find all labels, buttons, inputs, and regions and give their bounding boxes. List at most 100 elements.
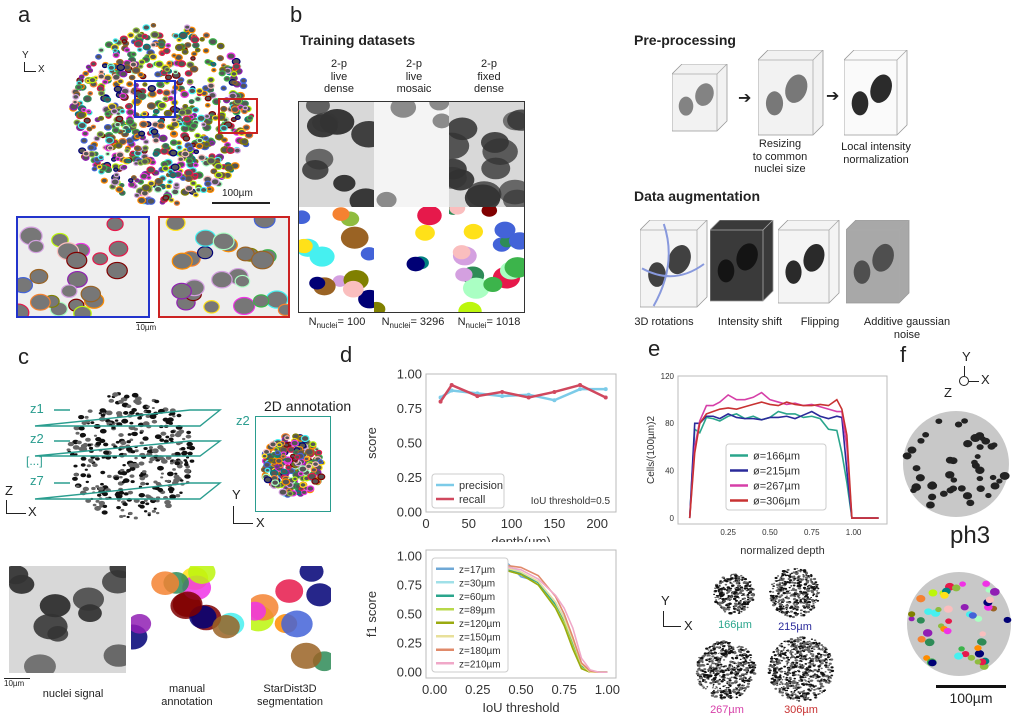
nucleus-mark: [746, 650, 750, 653]
nucleus-mark: [714, 681, 718, 683]
nucleus-mark: [111, 127, 120, 134]
nucleus-mark: [723, 610, 727, 613]
nucleus-mark: [751, 664, 754, 666]
nucleus-mark: [77, 121, 87, 130]
nucleus-mark: [966, 499, 975, 507]
nucleus-mark: [72, 93, 80, 100]
nucleus-mark: [80, 285, 102, 303]
nucleus-mark: [724, 583, 728, 586]
nucleus-mark: [797, 638, 800, 641]
nucleus-mark: [945, 618, 953, 624]
nucleus-mark: [816, 584, 819, 586]
nucleus-mark: [176, 413, 182, 418]
nucleus-mark: [793, 693, 797, 696]
nucleus-mark: [130, 175, 137, 181]
nucleus-mark: [103, 442, 109, 447]
nucleus-mark: [742, 685, 745, 687]
series-line-ø=215µm: [688, 410, 879, 519]
nucleus-mark: [959, 581, 966, 587]
nucleus-mark: [240, 138, 249, 146]
nucleus-mark: [699, 659, 703, 662]
nucleus-mark: [732, 607, 736, 610]
nucleus-mark: [735, 675, 739, 677]
nucleus-mark: [192, 192, 199, 198]
nucleus-mark: [785, 591, 789, 595]
nucleus-mark: [807, 665, 812, 669]
nucleus-mark: [783, 612, 787, 615]
nucleus-mark: [732, 668, 736, 671]
nucleus-mark: [719, 670, 722, 673]
nucleus-mark: [715, 594, 718, 597]
panel-a-label: a: [18, 2, 31, 27]
nucleus-mark: [782, 676, 785, 678]
scale-bar: [936, 685, 1006, 688]
nucleus-mark: [791, 615, 795, 619]
n-prefix: N: [308, 316, 317, 328]
nucleus-mark: [802, 602, 806, 604]
nucleus-mark: [805, 602, 809, 606]
organoid-size-label: 166µm: [718, 619, 752, 631]
nucleus-mark: [165, 503, 172, 509]
nucleus-mark: [747, 661, 751, 664]
nucleus-mark: [134, 464, 140, 469]
nucleus-mark: [210, 61, 217, 67]
nucleus-mark: [166, 60, 173, 66]
nucleus-mark: [782, 649, 785, 651]
nucleus-mark: [122, 463, 126, 467]
nucleus-mark: [722, 586, 725, 589]
nucleus-mark: [718, 594, 721, 597]
nucleus-mark: [142, 139, 150, 145]
nucleus-mark: [780, 660, 784, 662]
nucleus-mark: [779, 674, 781, 676]
nucleus-mark: [210, 168, 218, 175]
nucleus-mark: [727, 688, 731, 691]
nucleus-mark: [186, 430, 192, 435]
nucleus-mark: [738, 654, 742, 657]
nucleus-mark: [945, 456, 955, 464]
nucleus-mark: [788, 581, 792, 584]
nucleus-mark: [752, 667, 756, 670]
nucleus-mark: [729, 660, 733, 663]
nucleus-mark: [811, 670, 815, 673]
nucleus-mark: [726, 578, 730, 581]
organoid-166-image: [713, 573, 756, 615]
nucleus-mark: [801, 676, 805, 679]
nucleus-mark: [726, 586, 731, 589]
nucleus-mark: [788, 575, 792, 578]
nucleus-mark: [795, 591, 798, 593]
nucleus-mark: [808, 657, 811, 659]
nucleus-mark: [717, 642, 721, 645]
nucleus-mark: [793, 677, 796, 680]
dataset-name: 2-p live mosaic: [396, 58, 432, 96]
nucleus-mark: [723, 677, 726, 680]
nucleus-mark: [261, 453, 268, 459]
nucleus-mark: [719, 597, 722, 599]
nucleus-mark: [735, 582, 739, 585]
nucleus-mark: [786, 607, 789, 609]
nucleus-mark: [462, 277, 490, 299]
axis-x-label: X: [684, 618, 693, 633]
nucleus-mark: [176, 430, 183, 435]
y-tick-label: 0.75: [397, 577, 422, 592]
stardist-segmentation-image: [251, 566, 331, 673]
nucleus-mark: [695, 670, 699, 673]
nucleus-mark: [727, 686, 730, 689]
nucleus-mark: [810, 596, 813, 599]
nucleus-mark: [805, 576, 808, 579]
nucleus-mark: [713, 656, 718, 660]
axis-y-label: Y: [232, 487, 241, 502]
nuclei-count: Nnuclei= 3296: [375, 316, 451, 330]
nucleus-mark: [724, 655, 727, 657]
nucleus-mark: [805, 574, 808, 576]
nucleus-mark: [746, 685, 750, 688]
nucleus-mark: [782, 656, 785, 659]
nucleus-mark: [926, 501, 935, 509]
nucleus-mark: [744, 659, 747, 661]
preprocessing-step: Resizing to common nuclei size: [752, 138, 808, 176]
nucleus-mark: [796, 579, 800, 582]
nucleus-mark: [960, 603, 969, 611]
nucleus-mark: [232, 80, 238, 86]
nucleus-mark: [796, 682, 799, 684]
nucleus-mark: [722, 696, 727, 699]
nucleus-mark: [728, 602, 732, 606]
